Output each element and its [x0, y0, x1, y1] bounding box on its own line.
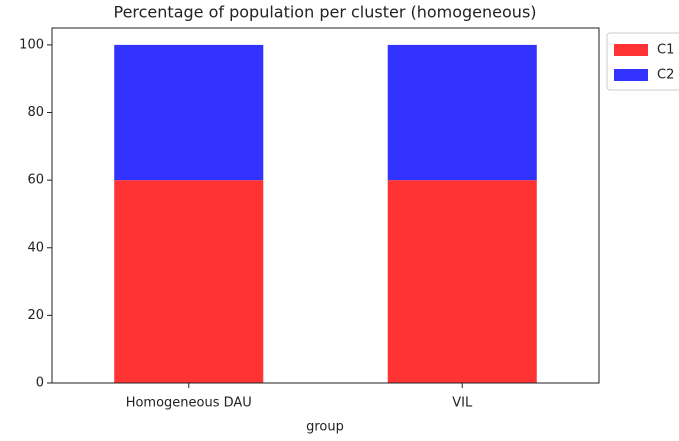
chart-title: Percentage of population per cluster (ho… [113, 3, 536, 22]
y-tick-label: 40 [27, 240, 44, 255]
bar-segment [387, 44, 537, 181]
bar-segment [387, 180, 537, 383]
legend-label: C2 [657, 68, 674, 83]
legend-swatch [614, 69, 648, 81]
x-axis-label: group [306, 420, 344, 435]
y-tick-label: 80 [27, 105, 44, 120]
y-tick-label: 20 [27, 308, 44, 323]
bar-segment [114, 44, 264, 181]
x-tick-label: Homogeneous DAU [126, 396, 252, 411]
x-tick-label: VIL [452, 396, 473, 411]
legend-swatch [614, 44, 648, 56]
y-tick-label: 100 [19, 37, 44, 52]
y-tick-label: 0 [36, 376, 44, 391]
y-tick-label: 60 [27, 173, 44, 188]
plot-frame [51, 27, 600, 384]
bar-segment [114, 180, 264, 383]
legend-label: C1 [657, 43, 674, 58]
